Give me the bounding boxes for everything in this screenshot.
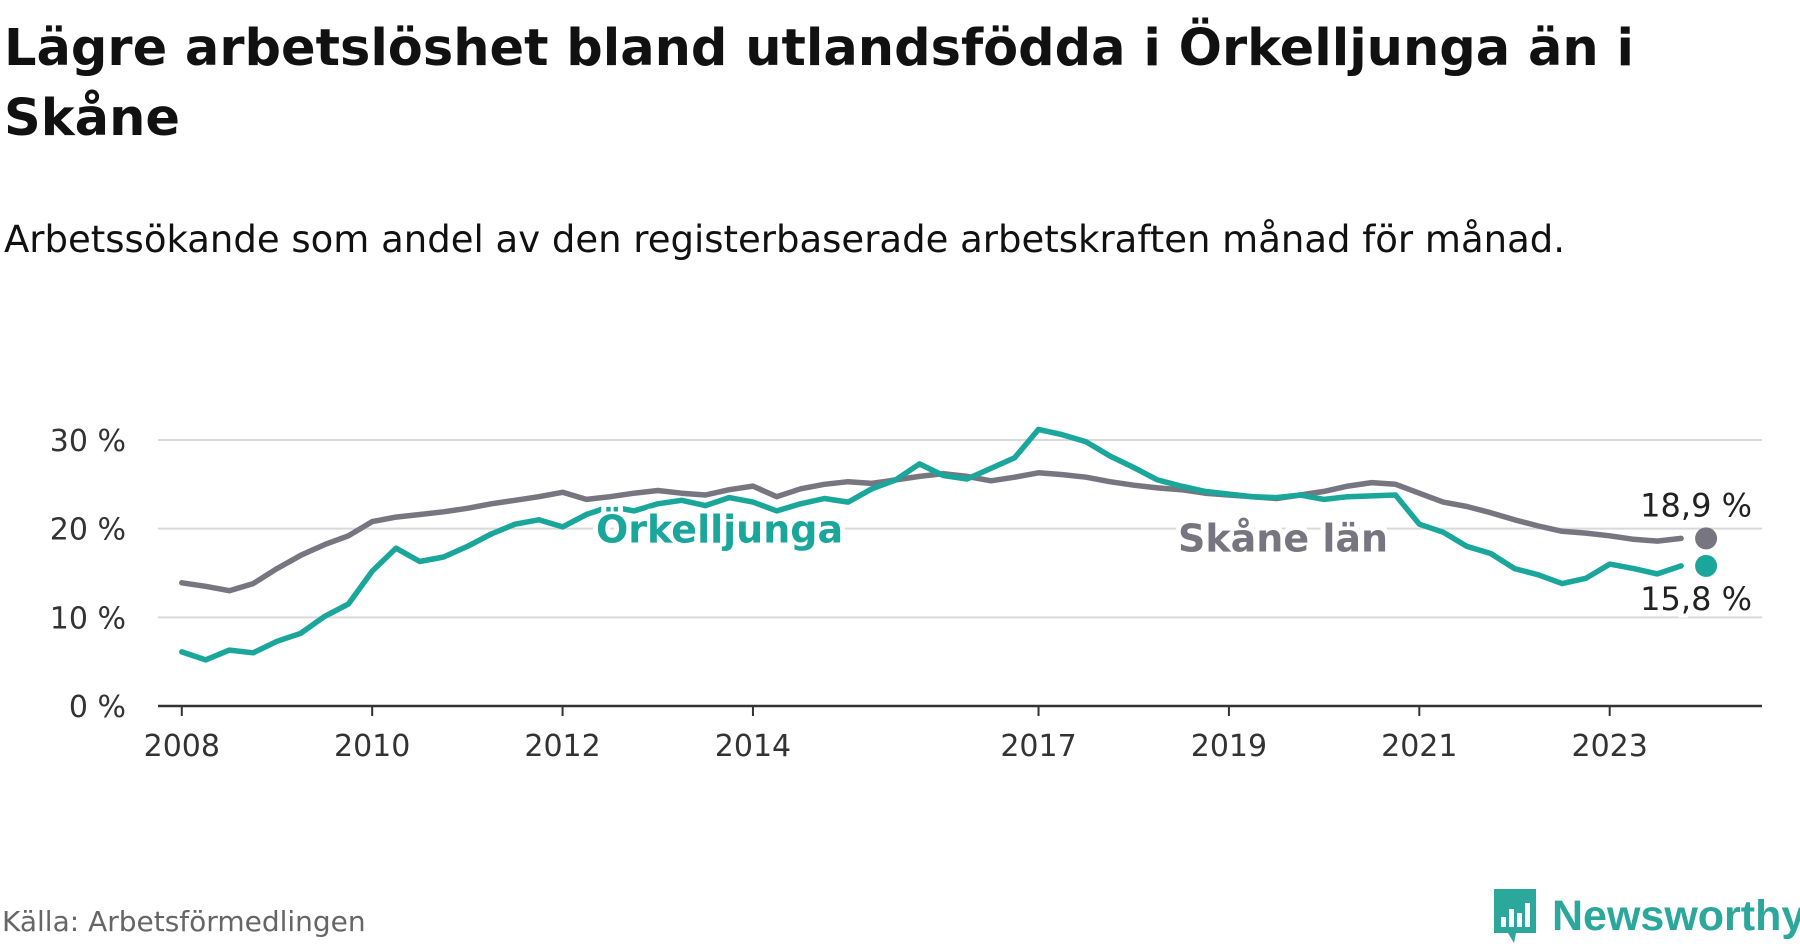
end-label-skane: 18,9 % xyxy=(1640,486,1752,524)
x-tick-label: 2023 xyxy=(1572,729,1648,764)
x-tick-label: 2008 xyxy=(144,729,220,764)
newsworthy-logo-icon xyxy=(1494,889,1536,943)
y-tick-label: 30 % xyxy=(50,424,126,459)
page-title: Lägre arbetslöshet bland utlandsfödda i … xyxy=(4,19,1634,148)
x-tick-label: 2012 xyxy=(524,729,600,764)
source-note: Källa: Arbetsförmedlingen xyxy=(2,905,366,938)
brand: Newsworthy xyxy=(1490,886,1800,946)
series-label-skane: Skåne län xyxy=(1178,517,1388,561)
y-tick-label: 10 % xyxy=(50,601,126,636)
x-tick-label: 2010 xyxy=(334,729,410,764)
x-tick-label: 2014 xyxy=(715,729,791,764)
y-tick-label: 0 % xyxy=(69,690,126,725)
x-tick-label: 2017 xyxy=(1000,729,1076,764)
series-line-orkelljunga xyxy=(179,426,1684,663)
end-label-orkelljunga: 15,8 % xyxy=(1640,580,1752,618)
y-tick-label: 20 % xyxy=(50,513,126,548)
end-point-orkelljunga xyxy=(1695,554,1718,577)
series-label-orkelljunga: Örkelljunga xyxy=(596,508,843,552)
brand-name: Newsworthy xyxy=(1552,891,1800,940)
x-tick-label: 2019 xyxy=(1191,729,1267,764)
page-subtitle: Arbetssökande som andel av den registerb… xyxy=(4,218,1565,261)
line-chart: 0 % 10 % 20 % 30 % 2008 2010 2012 2014 2017 2019 2… xyxy=(50,424,1762,764)
series-line-skane xyxy=(179,470,1684,594)
x-tick-label: 2021 xyxy=(1381,729,1457,764)
end-point-skane xyxy=(1695,527,1718,550)
